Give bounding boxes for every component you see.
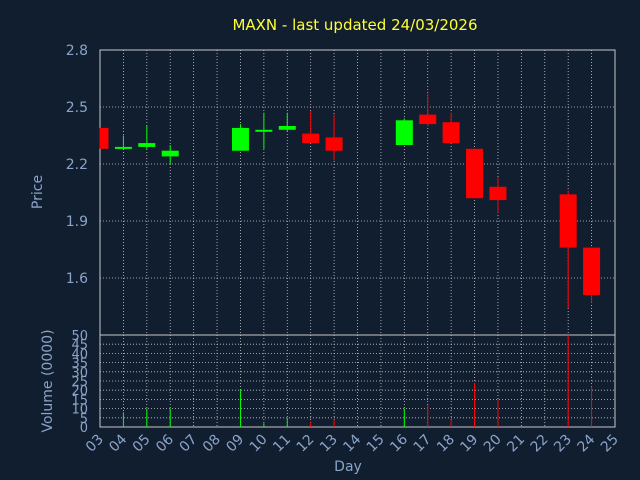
volume-tick-label: 50	[71, 329, 88, 344]
candles-layer	[99, 93, 601, 309]
candle-12	[302, 110, 320, 144]
candle-09	[231, 124, 249, 151]
x-ticks: 03 04 05 06 07 08 09 10 11 12 13 14 15 16 17 18 19 20 21 22…	[83, 431, 622, 455]
candle-13	[325, 114, 343, 161]
price-tick-label: 1.9	[66, 214, 88, 230]
volume-bars-layer	[122, 335, 593, 427]
price-y-ticks: 2.8 2.5 2.2 1.9 1.6	[66, 43, 88, 287]
candle-body	[559, 194, 577, 248]
volume-frame-border	[99, 334, 616, 428]
candle-17	[419, 93, 437, 126]
candle-body	[231, 127, 249, 151]
volume-plot-frame	[99, 334, 616, 428]
volume-tick-label: 25	[71, 375, 88, 390]
price-tick-label: 2.8	[66, 43, 88, 59]
candle-body	[466, 148, 484, 199]
chart-title: MAXN - last updated 24/03/2026	[232, 16, 477, 34]
grid-layer	[100, 49, 615, 427]
volume-tick-label: 20	[71, 384, 88, 399]
candle-body	[395, 120, 413, 145]
candle-body	[489, 186, 507, 201]
x-axis-label: Day	[334, 459, 362, 475]
candle-body	[442, 122, 460, 144]
volume-tick-label: 45	[71, 338, 88, 353]
candle-18	[442, 112, 460, 144]
candle-body	[114, 146, 132, 149]
candle-body	[278, 126, 296, 130]
volume-tick-label: 10	[71, 403, 88, 418]
price-tick-label: 1.6	[66, 271, 88, 287]
candle-10	[255, 112, 273, 149]
candle-body	[138, 143, 156, 147]
candle-24	[583, 247, 601, 303]
volume-tick-label: 0	[80, 421, 88, 436]
candle-body	[325, 137, 343, 151]
volume-tick-label: 30	[71, 366, 88, 381]
price-axis-label: Price	[30, 175, 46, 209]
candle-20	[489, 177, 507, 214]
price-tick-label: 2.2	[66, 157, 88, 173]
volume-tick-label: 40	[71, 347, 88, 362]
volume-tick-label: 35	[71, 357, 88, 372]
candle-04	[114, 135, 132, 149]
candle-23	[559, 190, 577, 309]
candle-03	[99, 127, 109, 149]
candle-body	[419, 114, 437, 125]
candle-06	[161, 145, 179, 164]
candle-body	[161, 150, 179, 157]
volume-tick-label: 5	[80, 412, 88, 427]
candle-16	[395, 118, 413, 145]
candle-05	[138, 126, 156, 149]
volume-tick-label: 15	[71, 393, 88, 408]
candle-body	[255, 129, 273, 132]
candle-body	[100, 127, 109, 149]
candle-body	[583, 247, 601, 296]
candle-11	[278, 112, 296, 132]
price-tick-label: 2.5	[66, 100, 88, 116]
candle-body	[302, 133, 320, 144]
volume-axis-label: Volume (0000)	[40, 329, 56, 432]
candle-19	[466, 148, 484, 199]
